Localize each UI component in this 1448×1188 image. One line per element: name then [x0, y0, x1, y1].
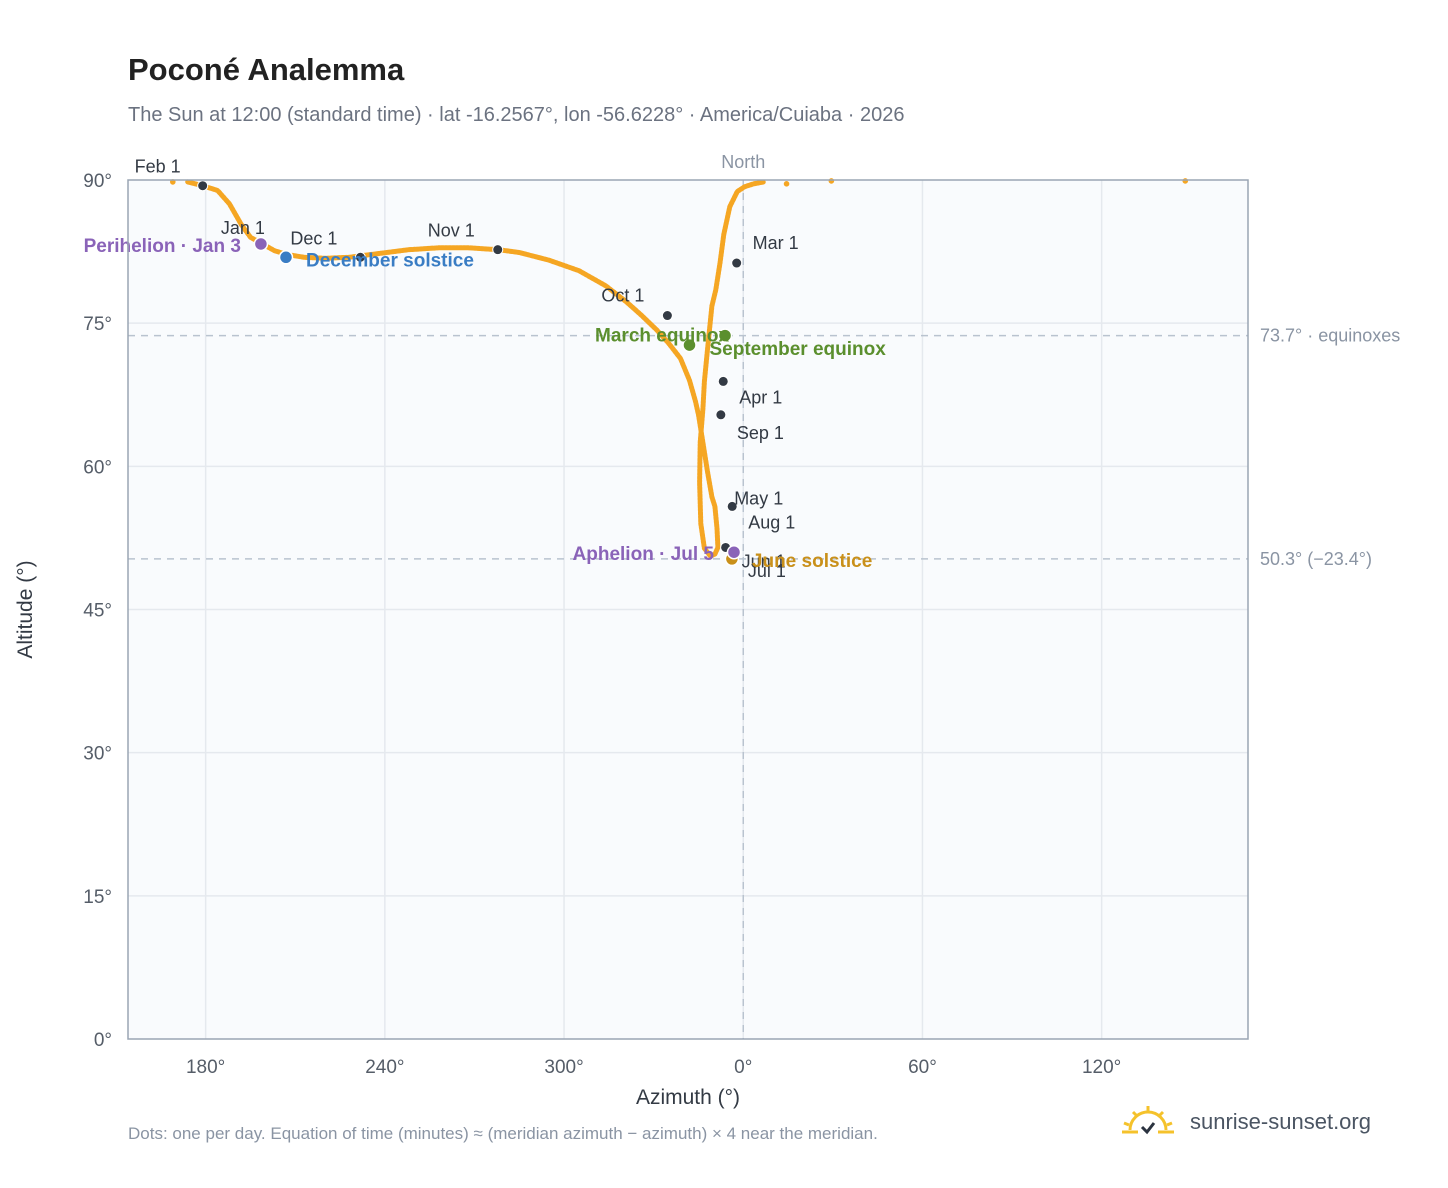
month-label: Feb 1 [135, 157, 181, 177]
x-tick-label: 120° [1082, 1057, 1121, 1078]
event-marker [682, 337, 697, 353]
event-label: Perihelion · Jan 3 [84, 236, 241, 257]
event-label: December solstice [306, 250, 474, 271]
daily-dot [828, 178, 835, 184]
x-tick-label: 240° [365, 1057, 404, 1078]
y-axis-label: Altitude (°) [14, 560, 37, 658]
y-tick-label: 60° [83, 457, 112, 478]
daily-dot [1182, 178, 1189, 184]
event-label: September equinox [709, 339, 886, 360]
y-tick-label: 90° [83, 171, 112, 192]
month-label: Dec 1 [290, 228, 337, 248]
chart-title: Poconé Analemma [128, 52, 405, 87]
event-label: June solstice [752, 551, 872, 572]
plot-frame [127, 179, 1249, 1040]
y-tick-label: 0° [94, 1030, 112, 1051]
y-tick-label: 75° [83, 314, 112, 335]
month-marker [197, 180, 209, 192]
sun-logo-icon [1122, 1106, 1174, 1135]
event-marker [717, 328, 733, 343]
event-marker [253, 236, 269, 252]
x-tick-label: 300° [544, 1057, 583, 1078]
data-marks [170, 178, 1189, 567]
month-marker [492, 244, 504, 256]
event-marker [278, 250, 294, 265]
y-tick-label: 45° [83, 601, 112, 622]
month-marker [731, 257, 743, 269]
month-marker [717, 375, 729, 387]
month-label: Mar 1 [753, 233, 799, 253]
month-label: Jan 1 [221, 218, 265, 238]
daily-dot [783, 181, 790, 187]
reference-line-label: 73.7° · equinoxes [1260, 326, 1400, 346]
meridian-label: North [721, 152, 765, 172]
month-label: May 1 [734, 488, 783, 508]
brand-name: sunrise-sunset.org [1190, 1109, 1371, 1134]
event-label: Aphelion · Jul 5 [573, 544, 715, 565]
month-label: Jul 1 [748, 561, 786, 581]
month-marker [661, 310, 673, 322]
reference-line-label: 50.3° (−23.4°) [1260, 549, 1372, 569]
month-label: Aug 1 [748, 512, 795, 532]
x-tick-label: 0° [734, 1057, 752, 1078]
month-label: Sep 1 [737, 423, 784, 443]
x-axis-label: Azimuth (°) [636, 1086, 740, 1109]
event-label: March equinox [595, 326, 730, 347]
month-label: Apr 1 [739, 387, 782, 407]
event-marker [726, 544, 742, 560]
month-marker [715, 409, 727, 421]
month-marker [726, 500, 738, 512]
analemma-curve [185, 179, 767, 559]
x-tick-label: 180° [186, 1057, 225, 1078]
month-label: Nov 1 [428, 221, 475, 241]
month-label: Jun 1 [742, 551, 786, 571]
axes: 180° 240° 300° 0° 60° 120° 0° 15° 30° 45° 60° 75° 90… [14, 171, 1121, 1109]
chart-subtitle: The Sun at 12:00 (standard time) · lat -… [128, 104, 905, 126]
month-marker [354, 251, 366, 263]
footnote: Dots: one per day. Equation of time (min… [128, 1124, 878, 1143]
month-label: Oct 1 [601, 286, 644, 306]
y-tick-label: 30° [83, 744, 112, 765]
y-tick-label: 15° [83, 887, 112, 908]
reference-lines: North 73.7° · equinoxes 50.3° (−23.4°) [128, 152, 1400, 1039]
x-tick-label: 60° [908, 1057, 937, 1078]
brand[interactable]: sunrise-sunset.org [1120, 1100, 1371, 1144]
